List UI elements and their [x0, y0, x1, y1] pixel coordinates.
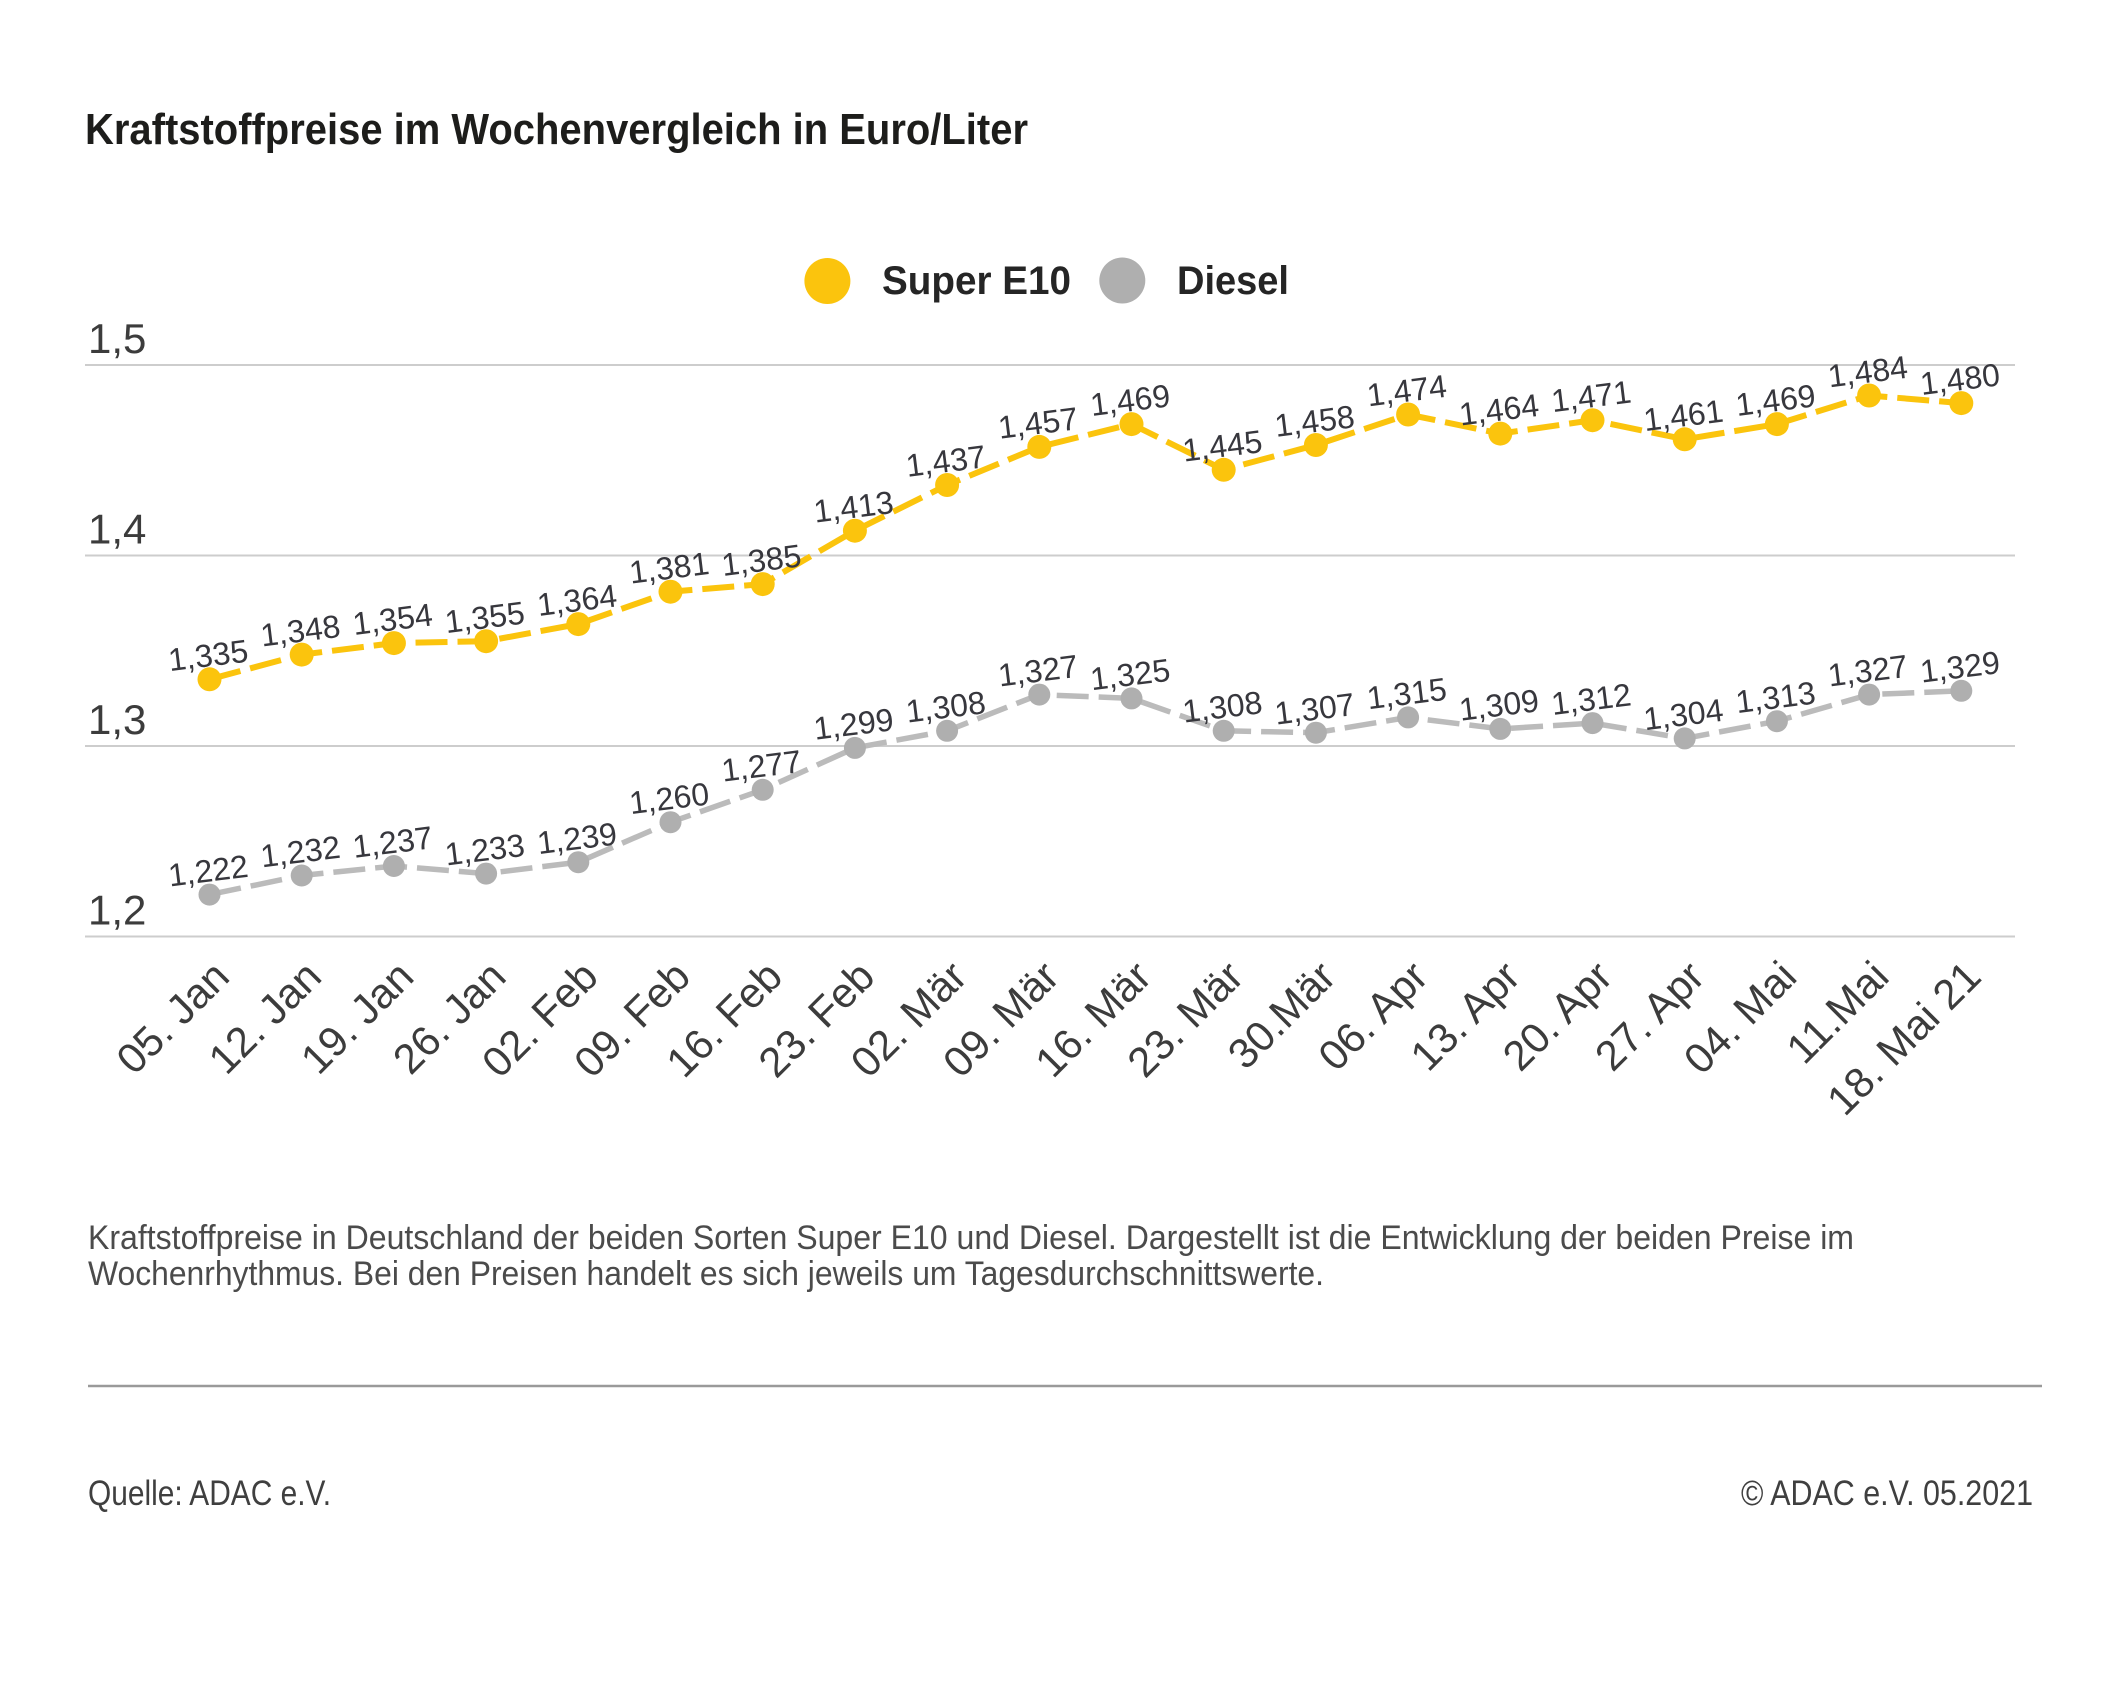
svg-text:1,2: 1,2: [88, 887, 146, 934]
svg-text:Diesel: Diesel: [1177, 259, 1289, 303]
svg-text:Super E10: Super E10: [882, 259, 1071, 303]
svg-text:1,3: 1,3: [88, 696, 146, 743]
svg-text:© ADAC e.V. 05.2021: © ADAC e.V. 05.2021: [1741, 1474, 2033, 1513]
svg-text:Kraftstoffpreise im Wochenverg: Kraftstoffpreise im Wochenvergleich in E…: [85, 105, 1028, 154]
svg-text:1,4: 1,4: [88, 506, 146, 553]
svg-text:Quelle: ADAC e.V.: Quelle: ADAC e.V.: [88, 1474, 331, 1513]
svg-text:Wochenrhythmus. Bei den Preise: Wochenrhythmus. Bei den Preisen handelt …: [88, 1255, 1324, 1293]
svg-text:1,5: 1,5: [88, 315, 146, 362]
svg-text:Kraftstoffpreise in Deutschlan: Kraftstoffpreise in Deutschland der beid…: [88, 1219, 1854, 1257]
